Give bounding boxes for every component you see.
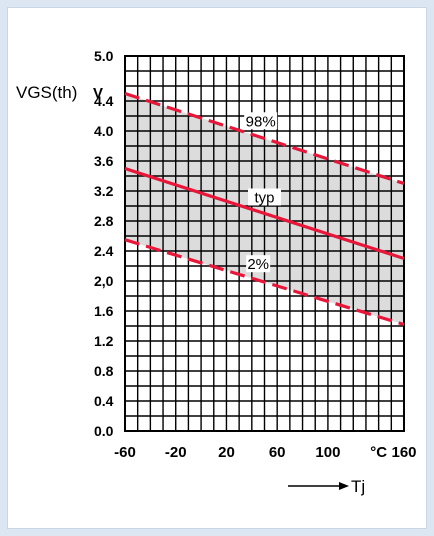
series-label-bg — [246, 255, 271, 273]
x-tick-label: -20 — [165, 444, 187, 461]
x-tick-label: 20 — [218, 444, 235, 461]
y-tick-label: 3.6 — [94, 153, 114, 169]
y-tick-label: 2.8 — [94, 213, 114, 229]
y-axis-label: VGS(th) — [16, 83, 77, 102]
x-tick-label: -60 — [114, 444, 136, 461]
y-tick-label: 0.8 — [94, 363, 114, 379]
series-label: typ — [254, 190, 274, 207]
series-label: 2% — [247, 256, 269, 273]
y-tick-label: 2.4 — [94, 243, 114, 259]
x-axis-arrow-head — [339, 482, 349, 490]
x-tick-label: °C — [370, 444, 387, 461]
y-tick-label: 3.2 — [94, 183, 114, 199]
y-tick-label: 0.4 — [94, 393, 114, 409]
x-tick-label: 60 — [269, 444, 286, 461]
plot-frame — [124, 55, 405, 432]
y-tick-label: 1.2 — [94, 333, 114, 349]
tick-layer: 5.04.44.03.63.22.82.42,01.61.20.80.40.0-… — [94, 48, 417, 461]
series-line-typ — [124, 166, 405, 261]
y-tick-label: 1.6 — [94, 303, 114, 319]
series-label-bg — [244, 112, 278, 130]
y-tick-label: 0.0 — [94, 423, 114, 439]
series-line-2pct — [124, 238, 405, 327]
y-tick-label: 4.4 — [94, 93, 114, 109]
y-tick-label: 2,0 — [94, 273, 114, 289]
vgs-threshold-chart: 98% typ 2% 5.0 4.4 4.0 3.6 3.2 2.8 2.4 2,0 1.6 1.2 0… — [16, 48, 417, 496]
y-tick-label: 5.0 — [94, 48, 114, 64]
chart-panel: 98% typ 2% 5.0 4.4 4.0 3.6 3.2 2.8 2.4 2,0 1.6 1.2 0… — [7, 7, 427, 529]
series-line-98pct — [124, 91, 405, 186]
x-tick-label: 100 — [315, 444, 340, 461]
y-axis-unit: V — [93, 85, 103, 102]
label-layer: 98% typ 2% — [244, 112, 281, 273]
series-label-bg — [248, 188, 281, 206]
x-axis-label: Tj — [351, 477, 365, 496]
y-tick-label: 4.0 — [94, 123, 114, 139]
series-layer — [124, 91, 405, 327]
series-label: 98% — [246, 113, 276, 130]
x-tick-label: 160 — [391, 444, 416, 461]
